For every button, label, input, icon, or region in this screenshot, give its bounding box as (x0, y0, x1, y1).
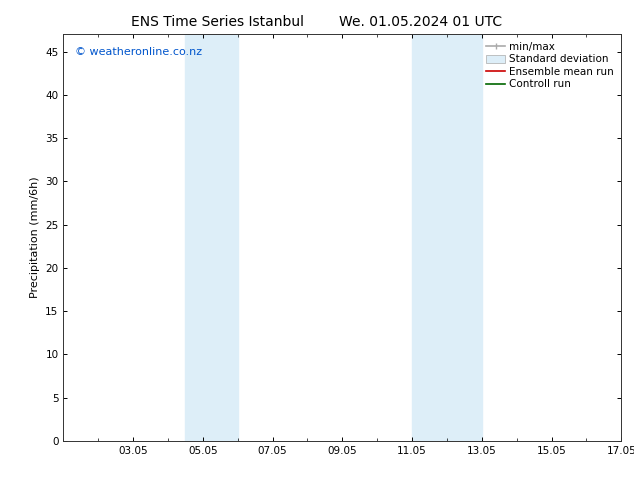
Bar (412, 34, 482, 441)
Text: ENS Time Series Istanbul        We. 01.05.2024 01 UTC: ENS Time Series Istanbul We. 01.05.2024 … (131, 15, 503, 29)
Y-axis label: Precipitation (mm/6h): Precipitation (mm/6h) (30, 177, 40, 298)
Text: © weatheronline.co.nz: © weatheronline.co.nz (75, 47, 202, 56)
Legend: min/max, Standard deviation, Ensemble mean run, Controll run: min/max, Standard deviation, Ensemble me… (484, 40, 616, 92)
Bar (185, 34, 238, 441)
